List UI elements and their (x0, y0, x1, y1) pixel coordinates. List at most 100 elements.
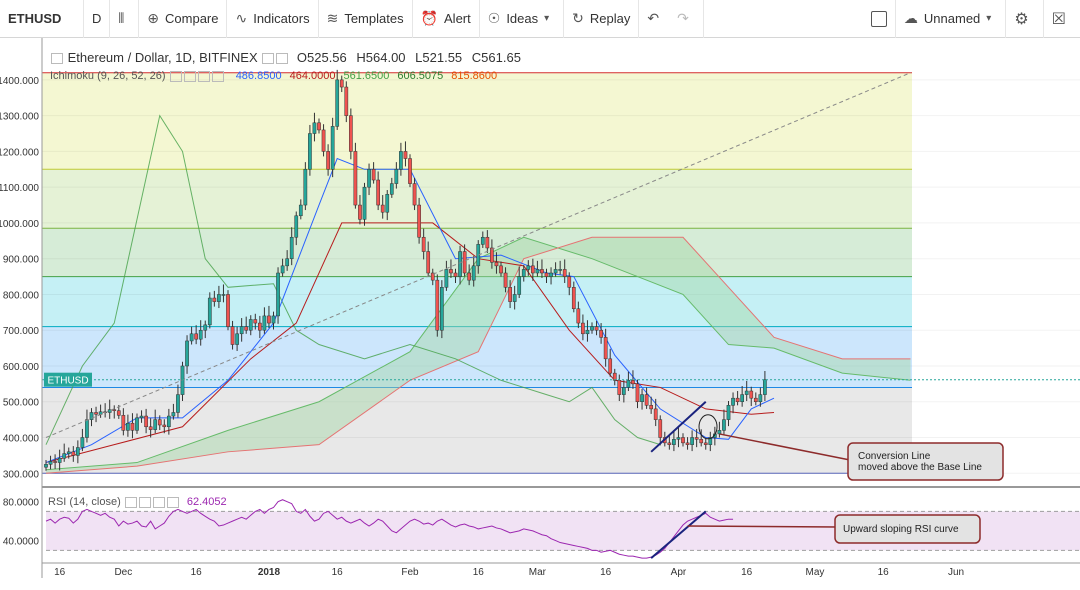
price-tick-label: 300.000 (3, 469, 40, 480)
candle-body (480, 236, 485, 245)
undo-button[interactable]: ↶ (639, 0, 669, 38)
candle-body (394, 169, 399, 184)
more-icon[interactable] (166, 496, 179, 508)
candle-body (135, 417, 139, 431)
candle-body (571, 287, 576, 310)
screenshot-button[interactable]: ☒ (1044, 0, 1080, 38)
compare-button[interactable]: ⊕ Compare (139, 0, 228, 38)
collapse-icon[interactable] (51, 53, 63, 65)
time-tick-label: 16 (54, 567, 66, 578)
price-trendline (650, 401, 707, 453)
candle-body (130, 422, 135, 431)
candle-body (672, 439, 676, 445)
replay-button[interactable]: ↻ Replay (564, 0, 640, 38)
candle-body (399, 151, 403, 170)
candle-body (371, 169, 376, 181)
candle-body (676, 437, 681, 440)
rsi-callout-pointer (687, 525, 839, 528)
candle-body (48, 461, 53, 465)
candle-body (531, 265, 535, 274)
candle-body (626, 380, 631, 388)
chart-style-button[interactable]: ⫴ (110, 0, 140, 38)
ichimoku-values: 486.8500 464.0000 561.6500 606.5075 815.8600 (228, 70, 497, 82)
candle-body (517, 276, 522, 295)
candle-body (631, 380, 635, 385)
ohlc-high: H564.00 (356, 50, 406, 65)
candle-body (590, 326, 594, 331)
camera-icon: ☒ (1051, 9, 1066, 28)
candle-body (453, 272, 458, 277)
indicators-label: Indicators (253, 11, 310, 26)
candle-body (226, 294, 230, 327)
redo-button[interactable]: ↷ (669, 0, 704, 38)
candle-body (435, 279, 440, 331)
alert-button[interactable]: ⏰ Alert (413, 0, 480, 38)
candle-body (339, 79, 344, 88)
candle-body (722, 419, 726, 431)
eye-icon[interactable] (124, 496, 137, 508)
candle-body (167, 415, 171, 428)
chevron-down-icon: ▾ (986, 13, 992, 24)
candle-body (298, 204, 303, 217)
candle-body (230, 326, 235, 345)
candle-body (44, 464, 48, 468)
cloud-icon: ☁ (903, 10, 918, 27)
candle-body (189, 333, 194, 342)
time-tick-label: Dec (114, 567, 132, 578)
price-tick-label: 400.000 (3, 434, 40, 445)
close-icon[interactable] (197, 70, 210, 82)
candle-body (449, 269, 453, 274)
candle-body (417, 204, 421, 238)
candle-body (717, 430, 722, 435)
ichimoku-value: 486.8500 (235, 70, 282, 82)
rsi-tick-label: 40.0000 (3, 537, 40, 548)
candle-body (80, 437, 85, 448)
candle-body (540, 269, 544, 274)
fib-band (42, 169, 912, 229)
candle-body (285, 258, 289, 267)
fullscreen-toggle[interactable] (863, 0, 896, 38)
candle-body (649, 405, 653, 410)
candle-body (262, 315, 267, 331)
candle-body (248, 319, 253, 331)
rsi-label: RSI (14, close) (48, 496, 121, 508)
layout-name-button[interactable]: ☁ Unnamed ▾ (896, 0, 1007, 38)
redo-icon: ↷ (677, 10, 689, 27)
chevron-down-icon: ▾ (544, 13, 550, 24)
more-icon[interactable] (211, 70, 224, 82)
interval-button[interactable]: D (84, 0, 111, 38)
eye-icon[interactable] (262, 53, 275, 65)
senkou-span-b (45, 236, 911, 474)
ohlc-low: L521.55 (415, 50, 463, 65)
eye-icon[interactable] (169, 70, 182, 82)
ideas-button[interactable]: ☉ Ideas ▾ (480, 0, 565, 38)
candle-body (376, 179, 380, 206)
candle-body (535, 269, 540, 274)
candle-body (503, 272, 508, 288)
settings-icon[interactable] (138, 496, 151, 508)
symbol-search-button[interactable]: ETHUSD (0, 0, 84, 38)
candle-body (121, 415, 126, 431)
time-axis: 16 Dec 16 2018 16 Feb 16 Mar 16 Apr 16 May 16 Jun (42, 562, 1080, 578)
candle-body (421, 236, 426, 252)
series-legend: Ethereum / Dollar, 1D, BITFINEX O525.56 … (50, 50, 521, 65)
settings-button[interactable]: ⚙ (1006, 0, 1044, 38)
lagging-span (45, 114, 661, 446)
candle-body (681, 437, 685, 444)
fib-band (42, 276, 912, 327)
price-tick-label: 1400.000 (0, 76, 39, 87)
candle-body (599, 329, 603, 338)
candle-body (603, 337, 608, 360)
price-tick-label: 1200.000 (0, 147, 39, 158)
callout-box (847, 442, 1004, 481)
candle-body (403, 151, 408, 159)
settings-icon[interactable] (276, 53, 289, 65)
indicators-button[interactable]: ∿ Indicators (227, 0, 319, 38)
settings-icon[interactable] (183, 70, 196, 82)
templates-button[interactable]: ≋ Templates (319, 0, 413, 38)
chart-grid (42, 79, 1080, 474)
close-icon[interactable] (152, 496, 165, 508)
candle-body (212, 297, 217, 302)
